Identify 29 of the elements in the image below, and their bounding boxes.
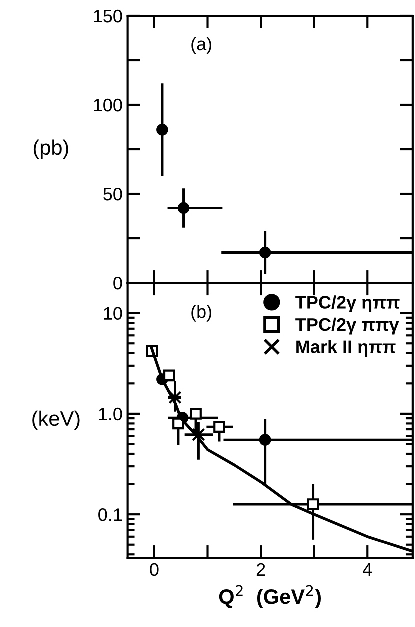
x-axis-title: Q$^{2}$ (GeV$^{2}$) — [219, 585, 322, 608]
annotation: (b) — [192, 305, 212, 322]
point — [307, 498, 320, 510]
point — [214, 421, 226, 434]
point — [156, 124, 168, 136]
point — [178, 202, 190, 214]
point — [259, 434, 272, 446]
x-tick-label: 0 — [150, 563, 159, 576]
legend-label: TPC/2γ ππγ — [296, 318, 400, 335]
point — [192, 428, 206, 442]
y-tick-label: 150 — [94, 10, 122, 23]
y-tick-label: 1.0 — [99, 408, 122, 421]
point — [190, 408, 202, 420]
legend-label: TPC/2γ ηππ — [296, 296, 400, 312]
x-tick-label: 4 — [363, 564, 372, 576]
annotation: (a) — [192, 37, 212, 54]
point — [163, 370, 176, 382]
y-tick-label: 0.1 — [98, 508, 122, 522]
point — [168, 391, 182, 404]
y-tick-label: 100 — [94, 98, 122, 112]
y-axis-title: (pb) — [34, 140, 68, 160]
y-tick-label: 50 — [104, 188, 122, 201]
y-tick-label: 0 — [114, 276, 122, 290]
y-tick-label: 10 — [104, 307, 122, 320]
legend-label: Mark II ηππ — [296, 340, 396, 357]
y-axis-title: (keV) — [32, 410, 80, 430]
x-tick-label: 2 — [256, 563, 266, 576]
point — [259, 246, 272, 259]
point — [172, 418, 184, 430]
